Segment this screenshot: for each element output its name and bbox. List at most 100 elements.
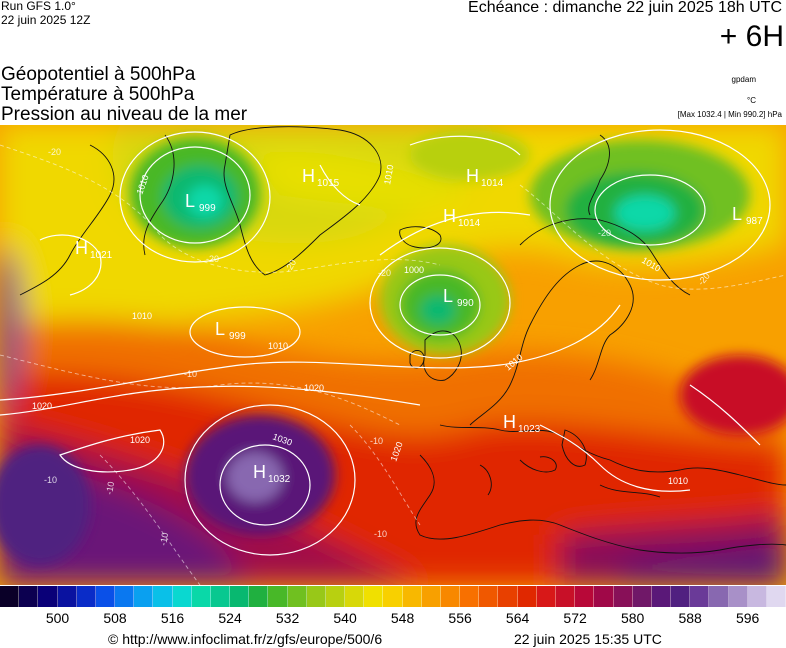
color-scale-swatch xyxy=(268,586,288,607)
color-scale-tick: 508 xyxy=(103,610,127,626)
svg-text:H: H xyxy=(466,166,479,186)
color-scale-swatch xyxy=(575,586,595,607)
svg-text:1010: 1010 xyxy=(268,341,288,351)
svg-text:-10: -10 xyxy=(370,436,383,446)
copyright: © http://www.infoclimat.fr/z/gfs/europe/… xyxy=(108,631,383,647)
color-scale-swatch xyxy=(345,586,365,607)
svg-text:1010: 1010 xyxy=(668,476,688,486)
title-geopotential: Géopotentiel à 500hPa xyxy=(1,64,196,85)
unit-gpdam: gpdam xyxy=(731,75,756,84)
unit-celsius: °C xyxy=(747,96,756,105)
color-scale-swatch xyxy=(134,586,154,607)
color-scale-swatch xyxy=(728,586,748,607)
color-scale-swatch xyxy=(651,586,672,607)
svg-text:1020: 1020 xyxy=(32,401,52,411)
color-scale-swatch xyxy=(0,586,20,607)
color-scale-swatch xyxy=(632,586,652,607)
weather-map: L 999 H 1015 H 1014 H 1014 L 987 H 1021 L 990 L… xyxy=(0,125,786,585)
svg-text:-10: -10 xyxy=(184,369,197,379)
svg-text:987: 987 xyxy=(746,216,763,227)
svg-text:1023: 1023 xyxy=(518,424,541,435)
svg-text:-20: -20 xyxy=(378,268,391,278)
pressure-center: H 1021 xyxy=(75,238,113,261)
color-scale-swatch xyxy=(249,586,269,607)
color-scale-swatch xyxy=(38,586,58,607)
svg-text:-20: -20 xyxy=(48,147,61,157)
pressure-center: L 990 xyxy=(443,286,474,309)
color-scale-swatch xyxy=(402,586,422,607)
svg-text:H: H xyxy=(443,206,456,226)
color-scale-swatch xyxy=(95,586,116,607)
color-scale-swatch xyxy=(57,586,77,607)
color-scale-swatch xyxy=(306,586,326,607)
svg-text:1032: 1032 xyxy=(268,474,291,485)
color-scale-swatch xyxy=(172,586,192,607)
svg-text:1021: 1021 xyxy=(90,250,113,261)
color-scale-tick: 532 xyxy=(275,610,300,626)
svg-text:1010: 1010 xyxy=(382,164,395,185)
svg-text:1015: 1015 xyxy=(317,178,340,189)
color-scale-swatch xyxy=(364,586,384,607)
pressure-center: H 1015 xyxy=(302,166,340,189)
svg-text:1020: 1020 xyxy=(130,435,150,445)
pressure-center: L 999 xyxy=(215,319,246,342)
color-scale-swatch xyxy=(594,586,614,607)
svg-text:L: L xyxy=(215,319,225,339)
color-scale-swatch xyxy=(440,586,461,607)
svg-text:-10: -10 xyxy=(44,475,57,485)
color-scale-ticks: 5005085165245325405485565645725805885966… xyxy=(0,610,786,626)
svg-text:1000: 1000 xyxy=(404,265,424,275)
isobars xyxy=(0,129,771,556)
svg-text:1020: 1020 xyxy=(304,383,324,393)
svg-text:-10: -10 xyxy=(104,481,116,496)
forecast-lead-time: + 6H xyxy=(719,20,784,53)
color-scale-swatch xyxy=(690,586,710,607)
color-scale-swatch xyxy=(671,586,691,607)
svg-text:-20: -20 xyxy=(206,254,219,264)
coastlines xyxy=(19,126,786,554)
pressure-center: H 1032 xyxy=(253,462,291,485)
color-scale-tick: 572 xyxy=(563,610,587,626)
color-scale-tick: 500 xyxy=(45,610,70,626)
svg-text:1014: 1014 xyxy=(458,218,481,229)
color-scale-swatch xyxy=(19,586,39,607)
pressure-center: H 1014 xyxy=(466,166,504,189)
color-scale-swatch xyxy=(613,586,633,607)
pressure-center: H 1023 xyxy=(503,412,541,435)
color-scale-swatch xyxy=(210,586,231,607)
svg-text:H: H xyxy=(503,412,516,432)
svg-text:L: L xyxy=(443,286,453,306)
color-scale-tick: 524 xyxy=(218,610,242,626)
svg-text:-10: -10 xyxy=(158,532,170,547)
color-scale-swatch xyxy=(115,586,135,607)
title-temperature: Température à 500hPa xyxy=(1,84,195,105)
color-scale-tick: 540 xyxy=(333,610,357,626)
color-scale-swatch xyxy=(709,586,729,607)
color-scale-swatch xyxy=(479,586,499,607)
pressure-center: L 987 xyxy=(732,204,763,227)
color-scale-swatch xyxy=(76,586,96,607)
svg-text:1014: 1014 xyxy=(481,178,504,189)
color-scale-swatch xyxy=(498,586,518,607)
color-scale-tick: 556 xyxy=(448,610,472,626)
color-scale-swatch xyxy=(747,586,767,607)
color-scale-swatch xyxy=(287,586,307,607)
color-scale-swatch xyxy=(421,586,441,607)
svg-text:999: 999 xyxy=(199,203,216,214)
color-scale-swatch xyxy=(230,586,250,607)
svg-text:999: 999 xyxy=(229,331,246,342)
color-scale-tick: 588 xyxy=(678,610,702,626)
svg-text:L: L xyxy=(185,191,195,211)
color-scale xyxy=(0,586,786,607)
color-scale-swatch xyxy=(536,586,556,607)
svg-text:L: L xyxy=(732,204,742,224)
forecast-valid-time: Echéance : dimanche 22 juin 2025 18h UTC xyxy=(468,0,782,16)
svg-text:990: 990 xyxy=(457,298,474,309)
title-pressure: Pression au niveau de la mer xyxy=(1,104,248,125)
svg-text:-20: -20 xyxy=(598,228,611,238)
color-scale-tick: 548 xyxy=(390,610,415,626)
pressure-centers: L 999 H 1015 H 1014 H 1014 L 987 H 1021 L 990 L… xyxy=(75,166,763,485)
color-scale-tick: 596 xyxy=(735,610,760,626)
color-scale-swatch xyxy=(191,586,211,607)
color-scale-swatch xyxy=(460,586,480,607)
